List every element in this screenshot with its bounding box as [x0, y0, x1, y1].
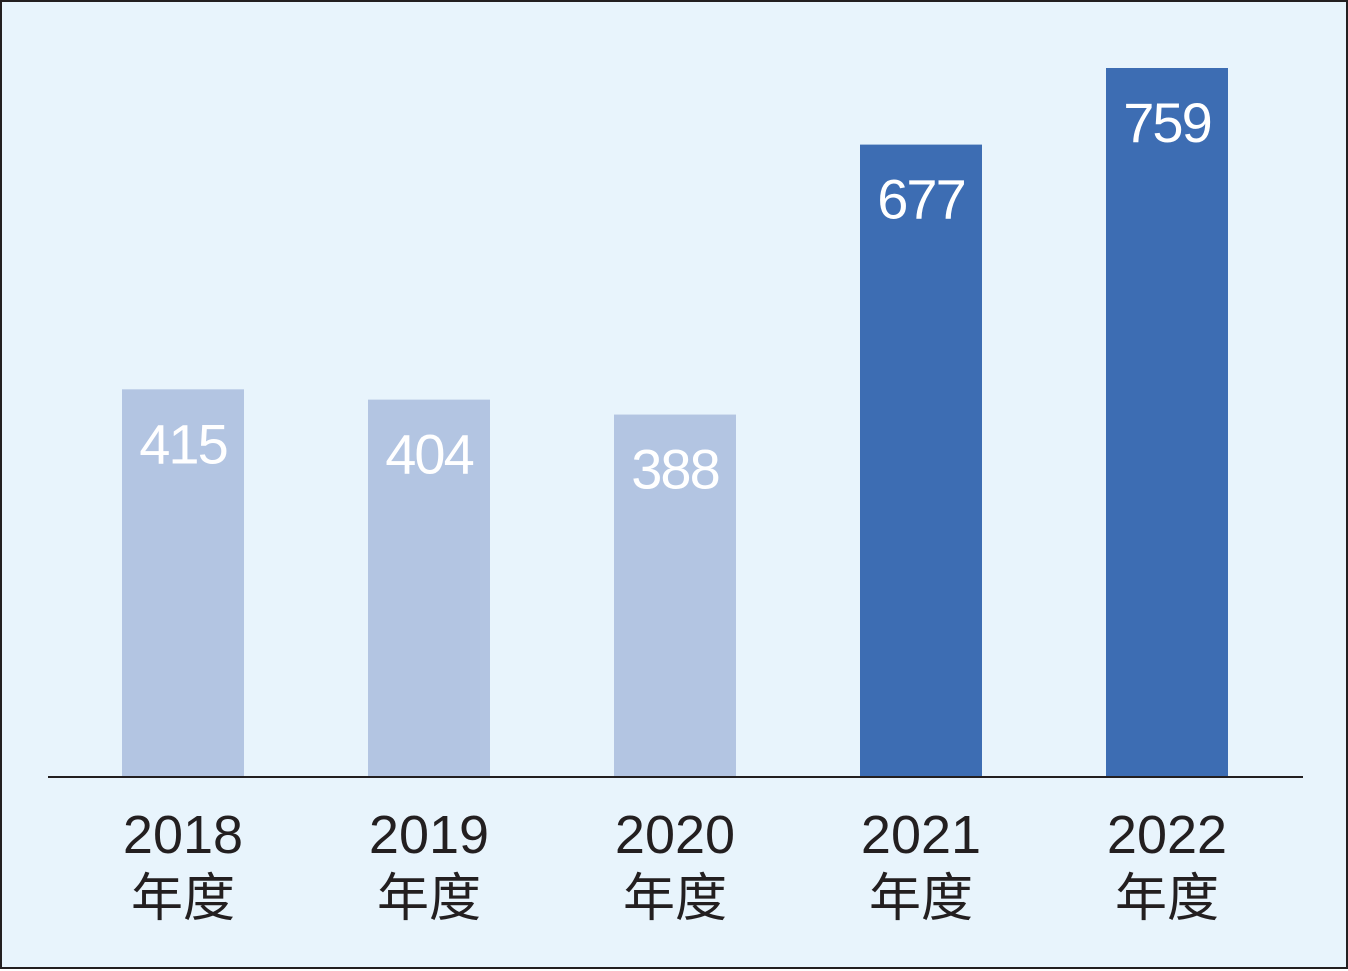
- x-tick-year-2018: 2018: [123, 805, 243, 865]
- bars-layer: [122, 68, 1228, 778]
- bar-2018: [122, 389, 244, 777]
- x-tick-unit-2019: 年度: [377, 869, 481, 929]
- value-labels-layer: 415 404 388 677 759: [139, 91, 1212, 501]
- x-tick-year-2020: 2020: [615, 805, 735, 865]
- x-tick-unit-2022: 年度: [1115, 869, 1219, 929]
- x-tick-year-2022: 2022: [1107, 805, 1227, 865]
- x-tick-unit-2018: 年度: [131, 869, 235, 929]
- value-label-2021: 677: [877, 168, 964, 231]
- bar-2019: [368, 399, 490, 777]
- x-tick-unit-2021: 年度: [869, 869, 973, 929]
- value-label-2019: 404: [385, 423, 473, 486]
- value-label-2020: 388: [631, 438, 718, 501]
- x-tick-year-2019: 2019: [369, 805, 489, 865]
- bar-2022: [1106, 68, 1228, 777]
- x-tick-unit-2020: 年度: [623, 869, 727, 929]
- bar-2020: [614, 414, 736, 777]
- value-label-2022: 759: [1123, 91, 1210, 154]
- x-tick-year-2021: 2021: [861, 805, 981, 865]
- value-label-2018: 415: [139, 412, 226, 475]
- bar-2021: [860, 144, 982, 778]
